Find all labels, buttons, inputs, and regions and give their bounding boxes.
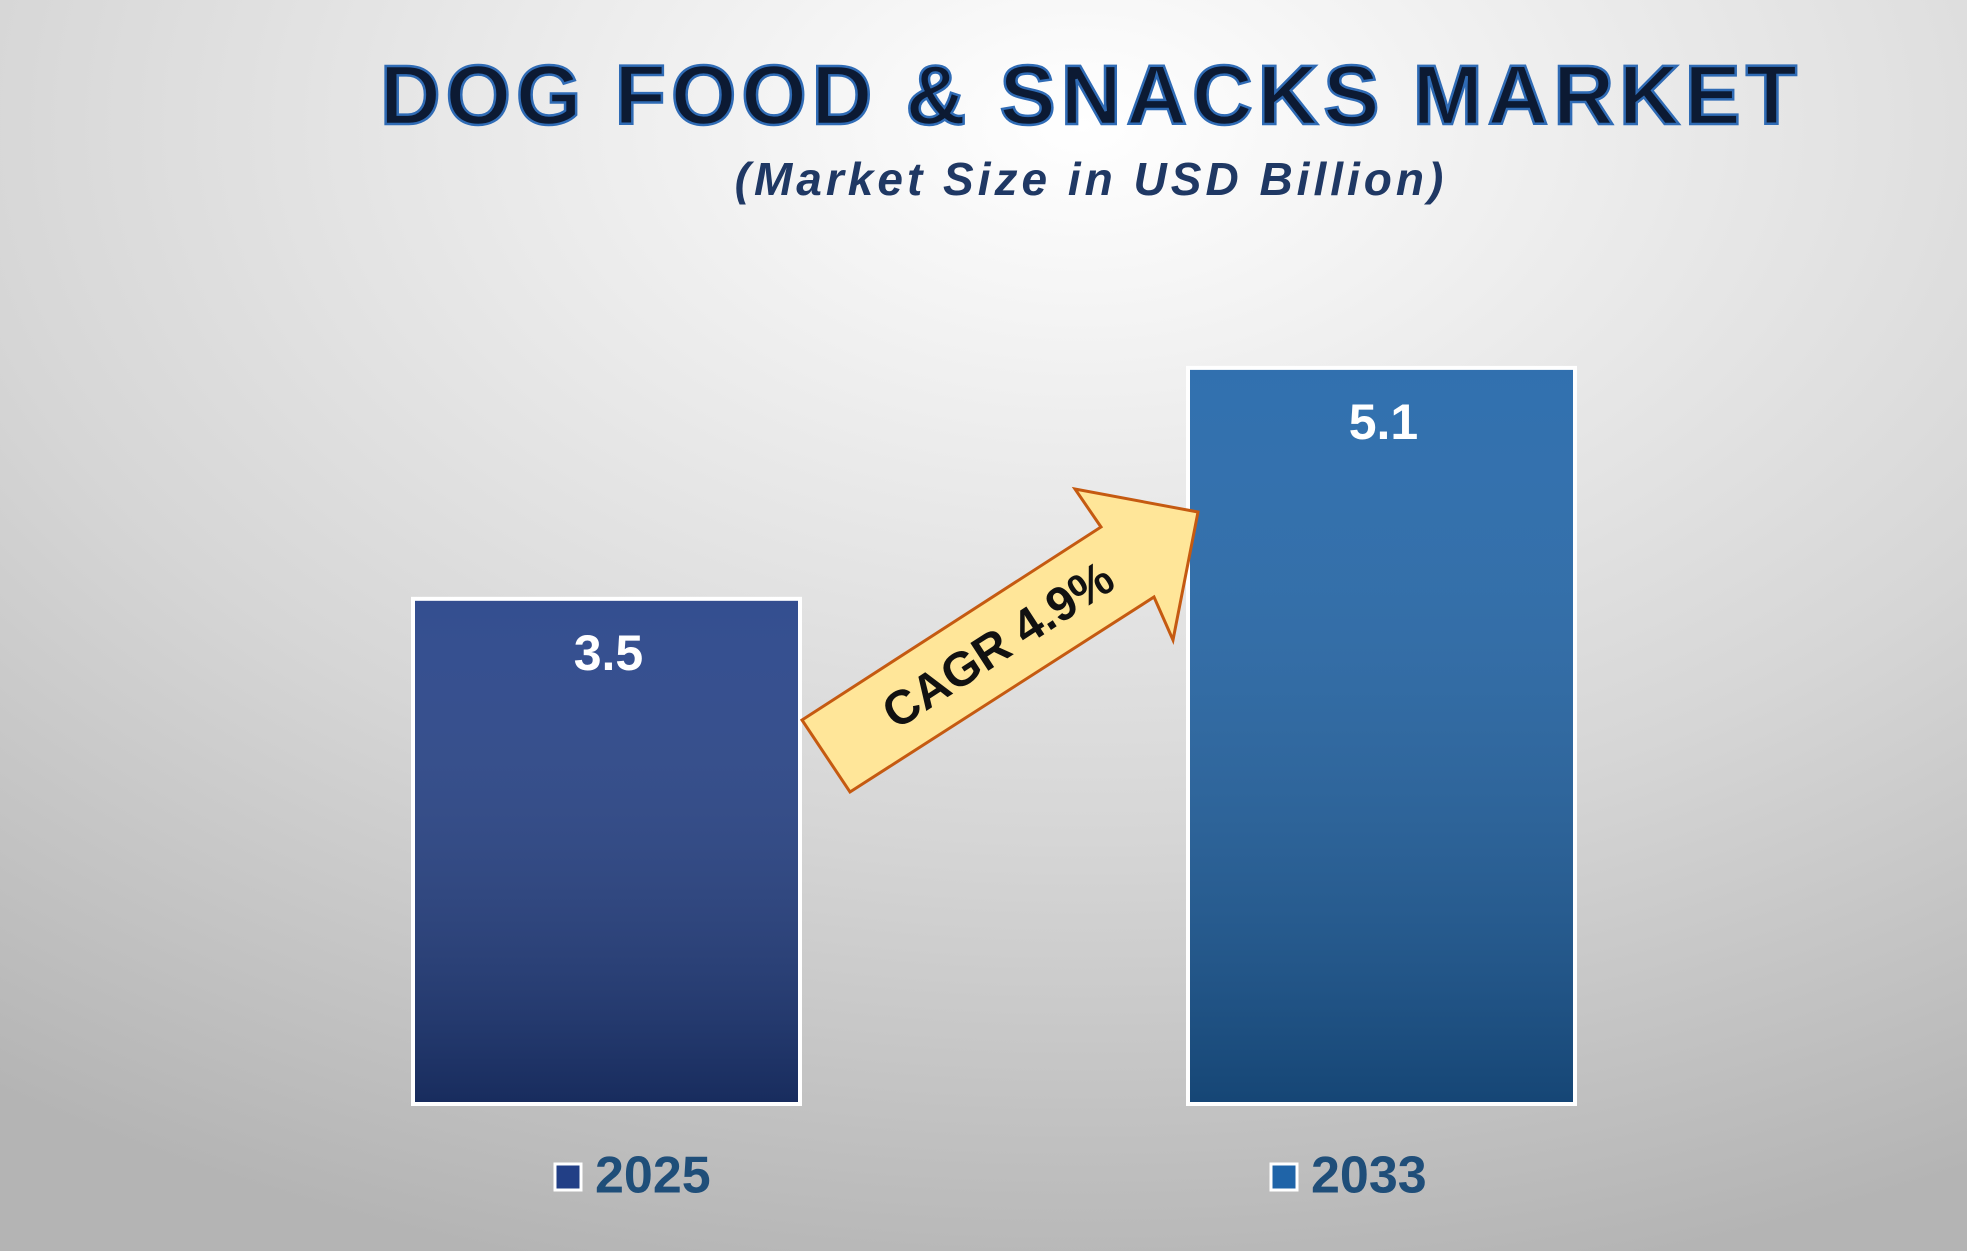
cagr-arrow xyxy=(799,486,1200,795)
legend-swatch xyxy=(1269,1162,1299,1192)
value-label: 5.1 xyxy=(1349,394,1419,450)
legend-label: 2025 xyxy=(595,1147,711,1205)
chart-title: DOG FOOD & SNACKS MARKET xyxy=(380,48,1802,142)
chart-subtitle: (Market Size in USD Billion) xyxy=(735,153,1448,205)
legend-label: 2033 xyxy=(1311,1147,1427,1205)
value-label: 3.5 xyxy=(574,625,644,681)
bar-shade xyxy=(415,600,798,1102)
legend-swatch xyxy=(553,1162,583,1192)
bar-shade xyxy=(1190,369,1573,1102)
